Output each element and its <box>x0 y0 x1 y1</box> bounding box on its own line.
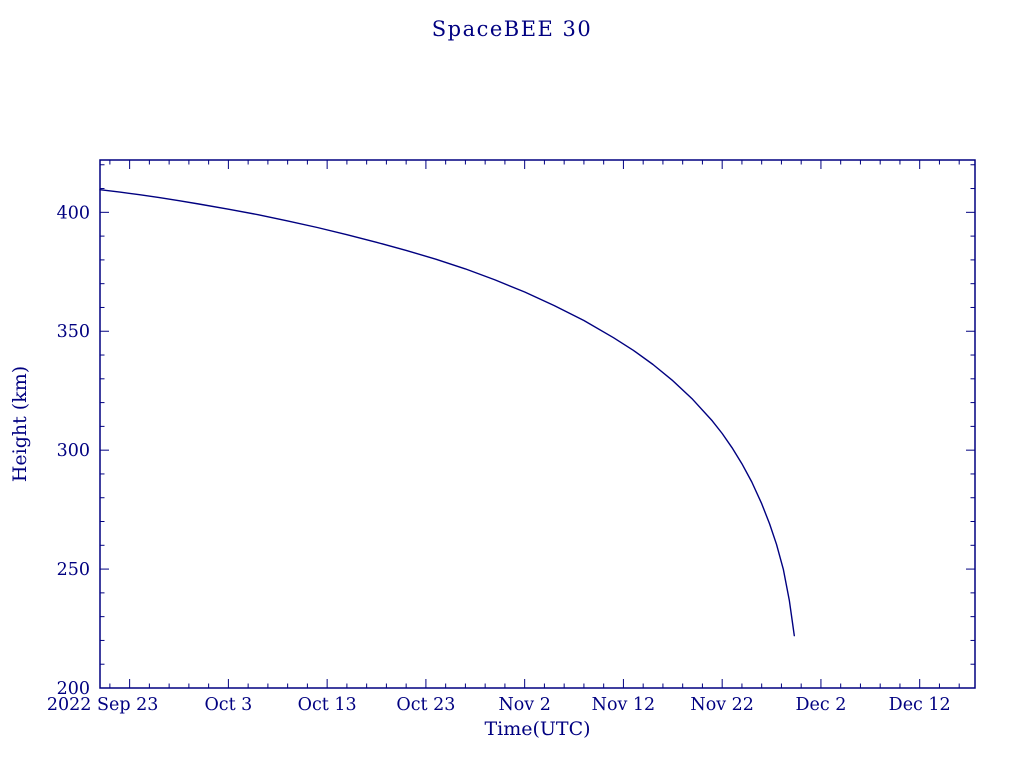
y-tick-label: 350 <box>57 322 90 342</box>
x-tick-label: Dec 2 <box>795 695 846 715</box>
x-tick-label: Dec 12 <box>889 695 951 715</box>
x-tick-label: Nov 22 <box>690 695 754 715</box>
y-tick-label: 200 <box>57 679 90 699</box>
y-tick-label: 300 <box>57 441 90 461</box>
x-tick-label: Oct 13 <box>298 695 357 715</box>
y-axis-title: Height (km) <box>9 365 31 483</box>
y-tick-label: 250 <box>57 560 90 580</box>
plot-border <box>99 159 976 689</box>
x-tick-label: Nov 12 <box>592 695 656 715</box>
x-tick-label: Nov 2 <box>498 695 550 715</box>
decay-curve <box>99 188 795 637</box>
y-tick-label: 400 <box>57 203 90 223</box>
x-tick-label: Oct 3 <box>204 695 252 715</box>
x-tick-label: Oct 23 <box>396 695 455 715</box>
chart-title: SpaceBEE 30 <box>431 17 593 41</box>
x-axis-title: Time(UTC) <box>484 718 591 740</box>
x-tick-label: 2022 Sep 23 <box>47 695 158 715</box>
